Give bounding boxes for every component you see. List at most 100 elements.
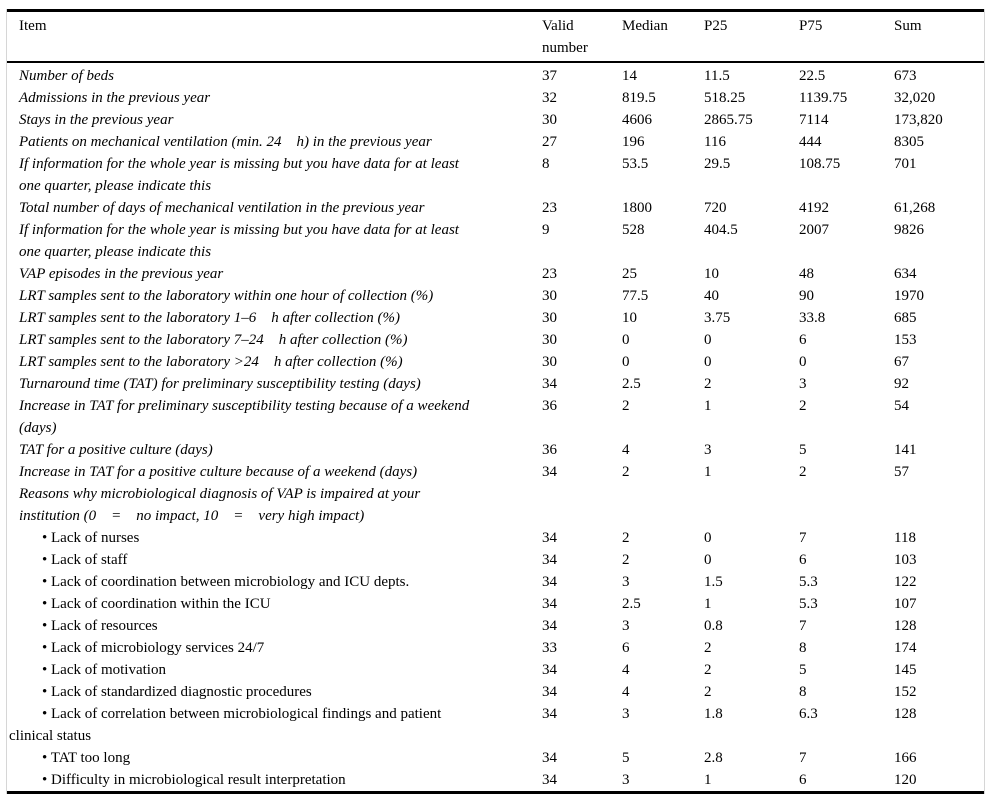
valid-number-cell: 34: [542, 574, 557, 590]
table-row: • Difficulty in microbiological result i…: [7, 769, 984, 793]
item-cell: LRT samples sent to the laboratory 7–24 …: [19, 332, 408, 348]
median-cell: 10: [622, 310, 637, 326]
p75-cell: 7114: [799, 112, 829, 128]
p75-cell: 7: [799, 530, 807, 546]
p75-cell: 0: [799, 354, 807, 370]
table-row: • TAT too long 34 5 2.8 7 166: [7, 747, 984, 769]
p25-cell: 3: [704, 442, 712, 458]
sum-cell: 128: [894, 618, 917, 634]
sum-cell: 120: [894, 772, 917, 788]
p25-cell: 10: [704, 266, 719, 282]
valid-number-cell: 23: [542, 200, 557, 216]
median-cell: 3: [622, 772, 630, 788]
item-cell: Number of beds: [19, 68, 114, 84]
p75-cell: 2: [799, 398, 807, 414]
p25-cell: 1: [704, 464, 712, 480]
sum-cell: 141: [894, 442, 917, 458]
median-cell: 2: [622, 552, 630, 568]
item-cell: • Lack of nurses: [42, 530, 140, 546]
sum-cell: 701: [894, 156, 917, 172]
item-cell: LRT samples sent to the laboratory 1–6 h…: [19, 310, 400, 326]
median-cell: 4: [622, 442, 630, 458]
p75-cell: 5: [799, 442, 807, 458]
table-row: • Lack of staff 34 2 0 6 103: [7, 549, 984, 571]
table-row: • Lack of motivation 34 4 2 5 145: [7, 659, 984, 681]
item-cell: • Lack of coordination between microbiol…: [42, 574, 410, 590]
median-cell: 1800: [622, 200, 652, 216]
p25-cell: 0: [704, 530, 712, 546]
median-cell: 4: [622, 684, 630, 700]
table-row: Increase in TAT for a positive culture b…: [7, 461, 984, 483]
item-cell: Increase in TAT for preliminary suscepti…: [19, 398, 470, 436]
p75-cell: 5.3: [799, 596, 818, 612]
table-row: Admissions in the previous year 32 819.5…: [7, 87, 984, 109]
p75-cell: 90: [799, 288, 814, 304]
col-header-sum: Sum: [894, 10, 984, 63]
p75-cell: 108.75: [799, 156, 841, 172]
p25-cell: 1.5: [704, 574, 723, 590]
valid-number-cell: 30: [542, 332, 557, 348]
p25-cell: 3.75: [704, 310, 731, 326]
valid-number-cell: 37: [542, 68, 557, 84]
median-cell: 3: [622, 574, 630, 590]
p25-cell: 0: [704, 552, 712, 568]
p25-cell: 0: [704, 332, 712, 348]
valid-number-cell: 27: [542, 134, 557, 150]
sum-cell: 153: [894, 332, 917, 348]
sum-cell: 57: [894, 464, 909, 480]
item-cell: • Lack of resources: [42, 618, 158, 634]
median-cell: 819.5: [622, 90, 656, 106]
sum-cell: 174: [894, 640, 917, 656]
p25-cell: 29.5: [704, 156, 731, 172]
p25-cell: 116: [704, 134, 726, 150]
table-row: VAP episodes in the previous year 23 25 …: [7, 263, 984, 285]
median-cell: 5: [622, 750, 630, 766]
sum-cell: 634: [894, 266, 917, 282]
valid-number-cell: 8: [542, 156, 550, 172]
table-body: Number of beds 37 14 11.5 22.5 673 Admis…: [7, 62, 984, 793]
median-cell: 3: [622, 618, 630, 634]
p75-cell: 5.3: [799, 574, 818, 590]
p25-cell: 518.25: [704, 90, 746, 106]
item-cell: Stays in the previous year: [19, 112, 174, 128]
p75-cell: 6: [799, 332, 807, 348]
statistics-table: Item Valid number Median P25 P75 Sum Num…: [7, 9, 984, 794]
item-cell: • Difficulty in microbiological result i…: [42, 772, 346, 788]
item-cell: • Lack of correlation between microbiolo…: [9, 706, 442, 744]
table-row: LRT samples sent to the laboratory 1–6 h…: [7, 307, 984, 329]
p25-cell: 404.5: [704, 222, 738, 238]
median-cell: 196: [622, 134, 645, 150]
table-row: • Lack of coordination between microbiol…: [7, 571, 984, 593]
median-cell: 14: [622, 68, 637, 84]
table-row: TAT for a positive culture (days) 36 4 3…: [7, 439, 984, 461]
valid-number-cell: 33: [542, 640, 557, 656]
item-cell: Patients on mechanical ventilation (min.…: [19, 134, 432, 150]
median-cell: 0: [622, 354, 630, 370]
valid-number-cell: 34: [542, 376, 557, 392]
p75-cell: 5: [799, 662, 807, 678]
p25-cell: 40: [704, 288, 719, 304]
p25-cell: 2: [704, 376, 712, 392]
table-row: Stays in the previous year 30 4606 2865.…: [7, 109, 984, 131]
item-cell: Total number of days of mechanical venti…: [19, 200, 425, 216]
p75-cell: 1139.75: [799, 90, 848, 106]
sum-cell: 67: [894, 354, 909, 370]
sum-cell: 118: [894, 530, 916, 546]
sum-cell: 122: [894, 574, 917, 590]
p75-cell: 33.8: [799, 310, 826, 326]
p25-cell: 720: [704, 200, 727, 216]
median-cell: 25: [622, 266, 637, 282]
p75-cell: [799, 483, 894, 527]
sum-cell: 152: [894, 684, 917, 700]
sum-cell: 128: [894, 706, 917, 722]
table-row: • Lack of nurses 34 2 0 7 118: [7, 527, 984, 549]
table-row: • Lack of correlation between microbiolo…: [7, 703, 984, 747]
col-header-p75: P75: [799, 10, 894, 63]
p25-cell: 2: [704, 684, 712, 700]
item-cell: LRT samples sent to the laboratory >24 h…: [19, 354, 403, 370]
p25-cell: 1: [704, 772, 712, 788]
table-row: Reasons why microbiological diagnosis of…: [7, 483, 984, 527]
valid-number-cell: [542, 483, 622, 527]
sum-cell: 92: [894, 376, 909, 392]
